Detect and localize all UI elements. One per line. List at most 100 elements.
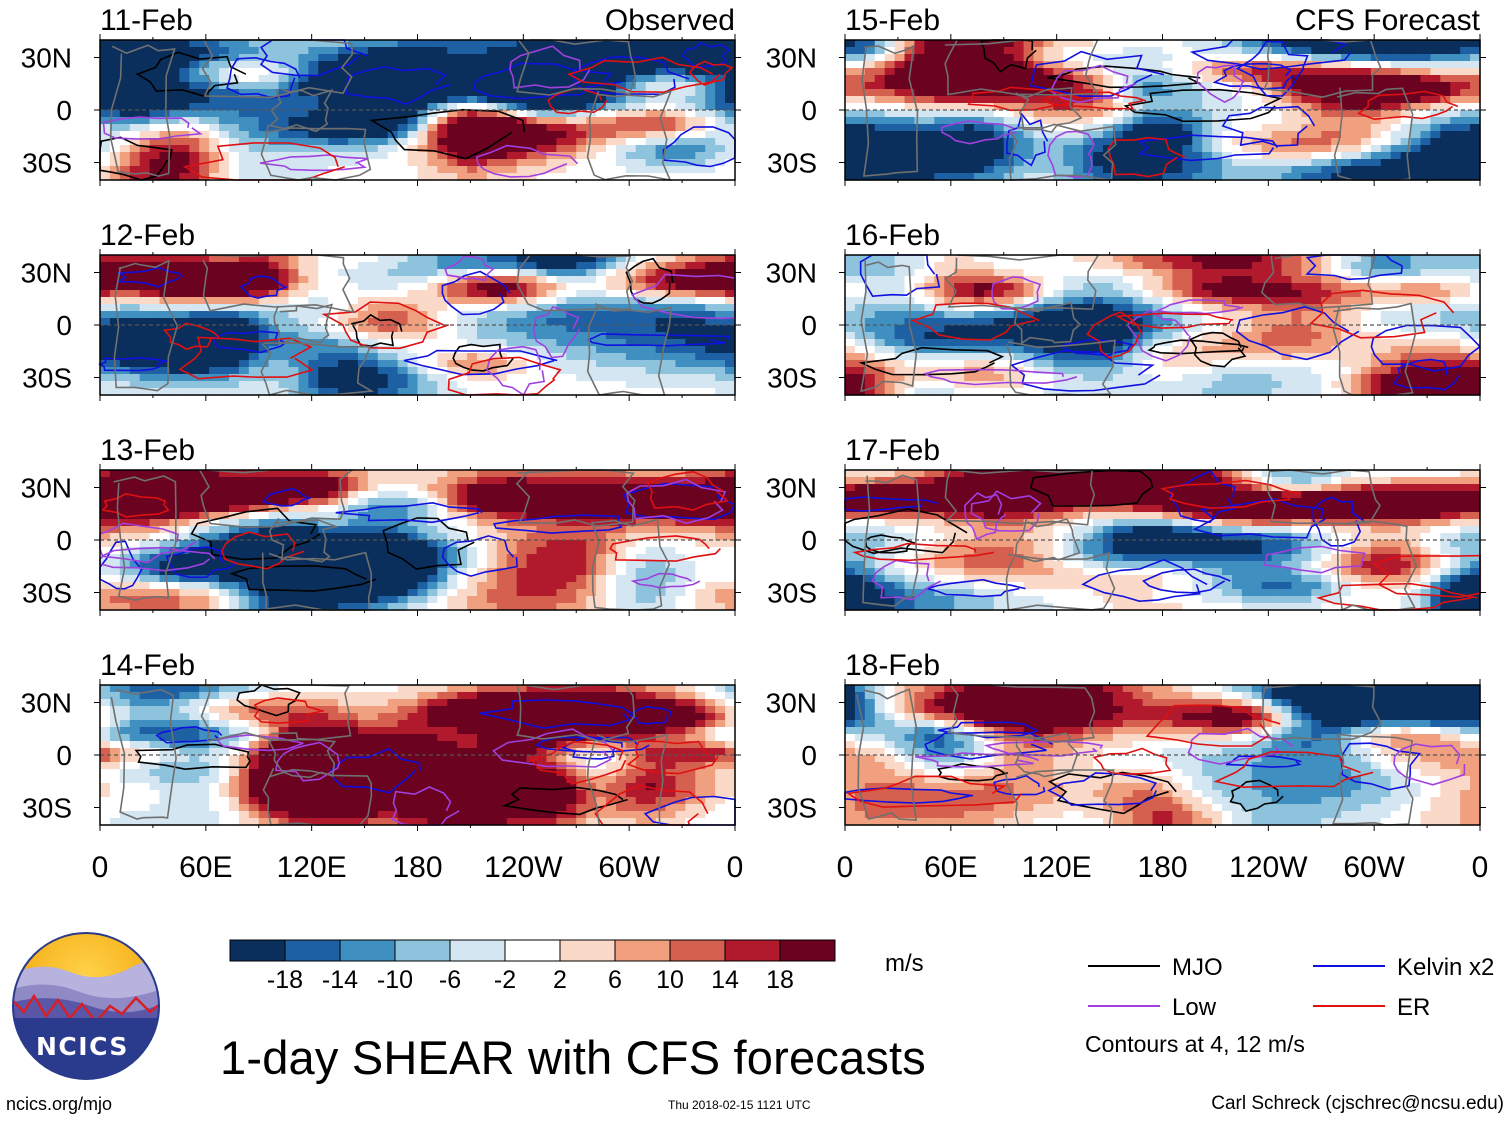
shading-cell [467,255,478,263]
shading-cell [328,311,339,319]
shading-cell [278,325,290,333]
shading-cell [258,325,270,333]
shading-cell [417,269,429,277]
shading-cell [526,720,538,728]
shading-cell [209,325,220,333]
shading-cell [328,470,339,478]
shading-cell [526,589,538,597]
shading-cell [149,706,161,714]
shading-cell [447,783,458,791]
shading-cell [268,589,280,597]
shading-cell [119,138,131,146]
shading-cell [526,276,538,284]
shading-cell [179,89,190,97]
shading-cell [119,381,131,389]
shading-cell [596,283,607,291]
shading-cell [328,318,339,326]
shading-cell [139,755,151,763]
shading-cell [615,575,627,583]
shading-cell [635,596,647,604]
shading-cell [109,589,121,597]
shading-cell [486,276,498,284]
shading-cell [615,166,627,174]
shading-cell [219,103,230,111]
shading-cell [427,173,438,181]
shading-cell [119,540,131,548]
shading-cell [566,96,577,104]
shading-cell [655,339,667,347]
shading-cell [129,110,141,118]
shading-cell [149,484,161,492]
shading-cell [645,547,657,555]
shading-cell [159,346,171,354]
shading-cell [159,40,171,48]
shading-cell [596,173,607,181]
shading-cell [556,297,567,305]
shading-cell [596,596,607,604]
shading-cell [566,131,577,139]
shading-cell [695,374,706,382]
shading-cell [209,255,220,263]
shading-cell [486,138,498,146]
shading-cell [556,692,567,700]
shading-cell [655,505,667,513]
shading-cell [288,318,300,326]
shading-cell [477,769,488,777]
shading-cell [596,533,607,541]
shading-cell [496,332,508,340]
shading-cell [725,505,736,513]
shading-cell [109,54,121,62]
shading-cell [407,811,419,819]
shading-cell [258,748,270,756]
shading-cell [526,325,538,333]
shading-cell [645,519,657,527]
shading-cell [258,706,270,714]
shading-cell [615,159,627,167]
shading-cell [675,152,686,160]
shading-cell [725,332,736,340]
shading-cell [338,685,349,693]
shading-cell [199,82,210,90]
shading-cell [169,166,180,174]
shading-cell [338,103,349,111]
shading-cell [278,762,290,770]
shading-cell [387,811,399,819]
shading-cell [308,582,319,590]
shading-cell [248,159,260,167]
shading-cell [645,47,657,55]
shading-cell [278,96,290,104]
shading-cell [486,498,498,506]
shading-cell [655,40,667,48]
shading-cell [457,325,468,333]
shading-cell [536,748,548,756]
shading-cell [308,89,319,97]
shading-cell [387,685,399,693]
shading-cell [308,769,319,777]
shading-cell [576,526,587,534]
shading-cell [447,332,458,340]
shading-cell [288,262,300,270]
shading-cell [209,568,220,576]
shading-cell [328,811,339,819]
shading-cell [536,61,548,69]
shading-cell [258,297,270,305]
shading-cell [387,477,399,485]
shading-cell [318,332,329,340]
shading-cell [100,89,111,97]
shading-cell [149,346,161,354]
shading-cell [219,547,230,555]
shading-cell [199,145,210,153]
shading-cell [109,332,121,340]
shading-cell [427,811,438,819]
shading-cell [576,498,587,506]
shading-cell [407,748,419,756]
shading-cell [338,138,349,146]
shading-cell [407,276,419,284]
shading-cell [179,374,190,382]
shading-cell [695,304,706,312]
shading-cell [606,491,617,499]
shading-cell [288,159,300,167]
shading-cell [655,561,667,569]
shading-cell [417,582,429,590]
